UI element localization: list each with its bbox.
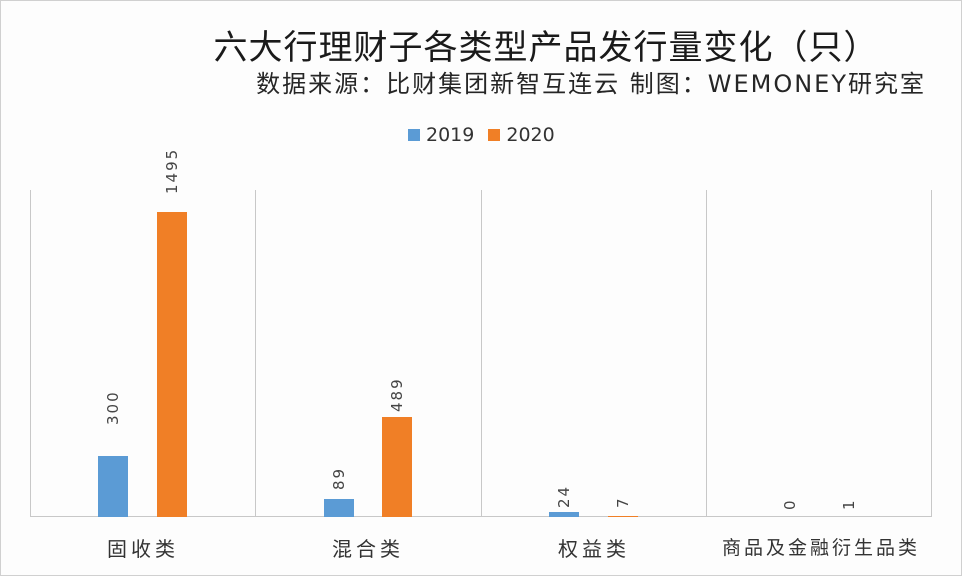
data-label: 89 [330,466,348,490]
bar-2019-equity [549,512,579,517]
legend-swatch-2020 [488,129,501,141]
legend-item-2020: 2020 [488,124,555,146]
legend-label-2019: 2019 [426,124,475,146]
gridline [255,190,256,517]
gridline [481,190,482,517]
plot-area: 300 1495 89 489 24 7 0 1 [30,148,932,517]
legend-swatch-2019 [408,129,420,141]
data-label: 24 [555,484,573,508]
category-label-fixed-income: 固收类 [107,537,179,561]
bar-2019-mixed [324,499,354,517]
bar-2019-fixed-income [98,456,128,517]
legend: 2019 2020 [408,124,555,146]
gridline [706,190,707,517]
legend-item-2019: 2019 [408,124,474,146]
data-label: 1 [840,498,858,510]
category-label-mixed: 混合类 [332,537,404,561]
category-label-equity: 权益类 [558,537,630,561]
gridline [30,190,31,517]
legend-label-2020: 2020 [506,124,555,146]
bar-2020-equity [608,516,638,517]
data-label: 7 [614,496,632,508]
data-label: 1495 [163,147,181,194]
data-label: 489 [388,377,406,412]
category-label-commodity-derivatives: 商品及金融衍生品类 [721,537,920,559]
bar-2020-mixed [382,417,412,517]
data-label: 300 [104,390,122,425]
chart-subtitle: 数据来源：比财集团新智互连云 制图：WEMONEY研究室 [256,70,926,98]
x-axis-line [30,516,932,517]
gridline [931,190,932,517]
data-label: 0 [781,498,799,510]
chart-title: 六大行理财子各类型产品发行量变化（只） [213,28,879,68]
bar-2020-fixed-income [157,212,187,517]
